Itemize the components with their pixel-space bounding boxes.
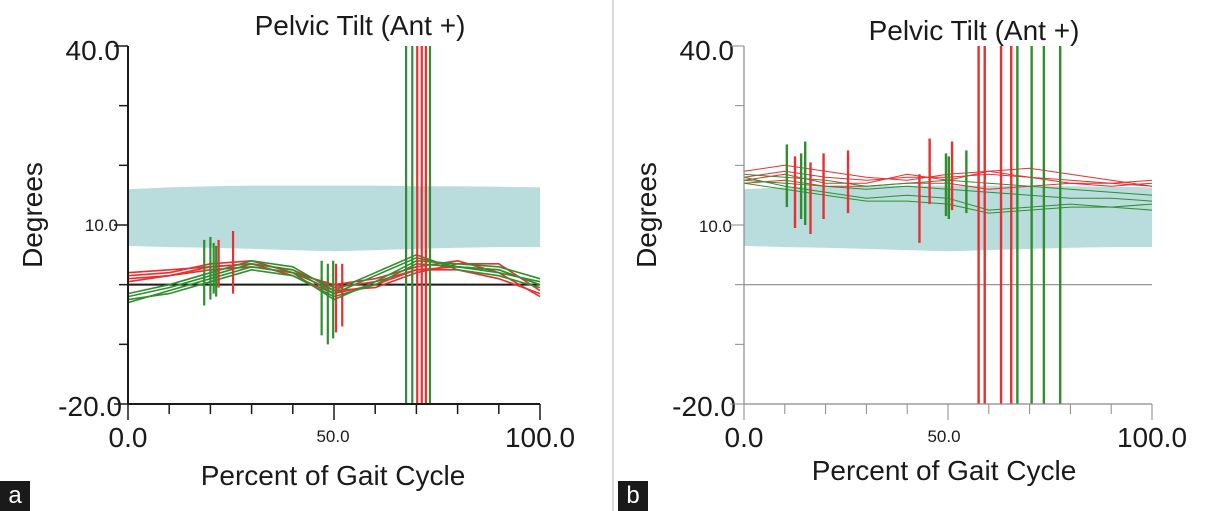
chart-a-ytick-mid: 10.0 <box>85 216 118 235</box>
chart-b-ytick-bottom: -20.0 <box>672 391 736 422</box>
chart-b-xlabel: Percent of Gait Cycle <box>812 455 1077 486</box>
panel-letter-a: a <box>0 481 30 511</box>
normal-band <box>128 185 540 252</box>
chart-b-xtick-right: 100.0 <box>1117 422 1187 453</box>
chart-a-ytick-top: 40.0 <box>66 35 121 66</box>
chart-b-xtick-mid: 50.0 <box>927 427 960 446</box>
chart-b-ytick-mid: 10.0 <box>699 217 732 236</box>
panel-a: Pelvic Tilt (Ant +) Degrees Percent of G… <box>0 10 575 511</box>
chart-b-ytick-top: 40.0 <box>680 35 735 66</box>
chart-a-xlabel: Percent of Gait Cycle <box>201 460 466 491</box>
chart-a-ylabel: Degrees <box>17 162 48 268</box>
chart-b-ylabel: Degrees <box>631 162 662 268</box>
chart-a-title: Pelvic Tilt (Ant +) <box>255 10 466 41</box>
chart-a-svg: Pelvic Tilt (Ant +) Degrees Percent of G… <box>17 10 575 491</box>
chart-b-plot-area <box>730 45 1153 420</box>
chart-b-title: Pelvic Tilt (Ant +) <box>869 15 1080 46</box>
chart-b-svg: Pelvic Tilt (Ant +) Degrees Percent of G… <box>631 15 1187 486</box>
panel-letter-b: b <box>618 481 648 511</box>
chart-a-xtick-left: 0.0 <box>109 422 148 453</box>
panel-b: Pelvic Tilt (Ant +) Degrees Percent of G… <box>614 0 1210 511</box>
chart-a-xtick-right: 100.0 <box>505 422 575 453</box>
chart-b-xtick-left: 0.0 <box>725 422 764 453</box>
panel-divider <box>612 0 614 511</box>
chart-a-xtick-mid: 50.0 <box>316 427 349 446</box>
chart-a-plot-area <box>114 45 541 420</box>
chart-a-ytick-bottom: -20.0 <box>58 391 122 422</box>
